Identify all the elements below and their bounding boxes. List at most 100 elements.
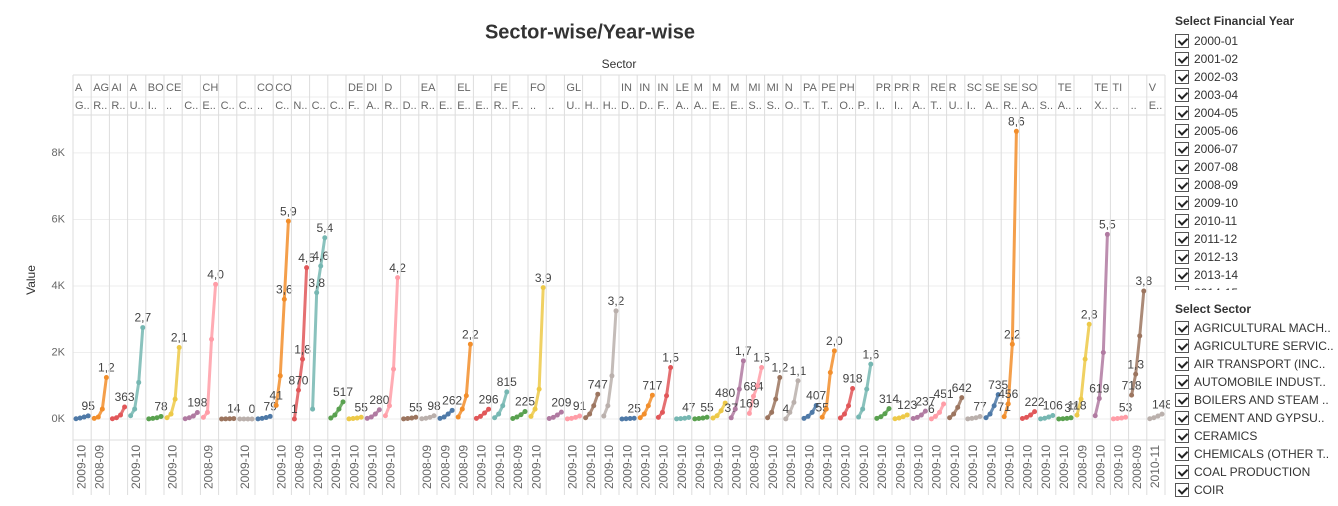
value-label: 815 [497,375,517,389]
option-label: 2013-14 [1194,268,1239,282]
filter-option[interactable]: 2002-03 [1175,68,1335,86]
filter-option[interactable]: AUTOMOBILE INDUST.. [1175,373,1335,391]
pane-header: SE [985,82,1000,94]
point [951,411,957,417]
point [904,412,910,418]
checkbox[interactable] [1175,178,1189,192]
checkbox[interactable] [1175,375,1189,389]
filter-option[interactable]: 2011-12 [1175,230,1335,248]
checkbox[interactable] [1175,447,1189,461]
filter-option[interactable]: 2009-10 [1175,194,1335,212]
checkbox[interactable] [1175,357,1189,371]
pane-header: A [130,82,138,94]
filter-option[interactable]: 2014-15 [1175,284,1335,290]
filter-title: Select Sector [1175,302,1252,316]
point [401,416,407,422]
checkbox[interactable] [1175,196,1189,210]
pane-subheader: U.. [949,100,963,112]
checkbox[interactable] [1175,393,1189,407]
checkbox[interactable] [1175,52,1189,66]
x-tick-label: 2009-10 [238,445,252,489]
point [755,383,761,389]
checkbox[interactable] [1175,465,1189,479]
value-label: 198 [187,396,207,410]
point [496,411,502,417]
filter-option[interactable]: AGRICULTURAL MACH.. [1175,319,1335,337]
x-tick-label: 2009-10 [347,445,361,489]
checkbox[interactable] [1175,214,1189,228]
filter-option[interactable]: 2010-11 [1175,212,1335,230]
checkbox[interactable] [1175,250,1189,264]
filter-option[interactable]: AGRICULTURE SERVIC.. [1175,337,1335,355]
filter-option[interactable]: CERAMICS [1175,427,1335,445]
point [168,411,174,417]
point [328,415,334,421]
value-label: 209 [551,395,571,409]
filter-option[interactable]: CEMENT AND GYPSU.. [1175,409,1335,427]
filter-option[interactable]: 2008-09 [1175,176,1335,194]
checkbox[interactable] [1175,321,1189,335]
filter-option[interactable]: COAL PRODUCTION [1175,463,1335,481]
option-label: CEMENT AND GYPSU.. [1194,411,1325,425]
checkbox[interactable] [1175,429,1189,443]
pane-subheader: E.. [1149,100,1162,112]
checkbox[interactable] [1175,70,1189,84]
checkbox[interactable] [1175,142,1189,156]
point [1023,414,1029,420]
point [376,407,382,413]
checkbox[interactable] [1175,411,1189,425]
checkbox[interactable] [1175,268,1189,282]
point [281,296,287,302]
filter-option[interactable]: 2013-14 [1175,266,1335,284]
value-label: 55 [355,400,369,414]
pane-subheader: E.. [712,100,725,112]
point [746,410,752,416]
point [987,411,993,417]
pane-header: IN [657,82,668,94]
filter-option[interactable]: 2000-01 [1175,32,1335,50]
checkbox[interactable] [1175,160,1189,174]
filter-option[interactable]: 2001-02 [1175,50,1335,68]
point [154,415,160,421]
checkbox[interactable] [1175,483,1189,497]
filter-option[interactable]: 2004-05 [1175,104,1335,122]
checkbox[interactable] [1175,339,1189,353]
pane-subheader: S.. [748,100,761,112]
x-tick-label: 2008-09 [420,445,434,489]
point [1147,416,1153,422]
pane-header: R [912,82,920,94]
pane-subheader: C.. [184,100,198,112]
point [85,413,91,419]
point [850,386,856,392]
checkbox[interactable] [1175,124,1189,138]
value-label: 25 [628,401,642,415]
filter-option[interactable]: 2012-13 [1175,248,1335,266]
line [820,350,836,418]
filter-option[interactable]: COIR [1175,481,1335,499]
point [678,416,684,422]
filter-option[interactable]: BOILERS AND STEAM .. [1175,391,1335,409]
value-label: 735 [988,378,1008,392]
filter-option[interactable]: CHEMICALS (OTHER T.. [1175,445,1335,463]
point [1078,396,1084,402]
checkbox[interactable] [1175,232,1189,246]
point [973,415,979,421]
point [164,415,170,421]
filter-option[interactable]: 2006-07 [1175,140,1335,158]
filter-option[interactable]: AIR TRANSPORT (INC.. [1175,355,1335,373]
point [718,408,724,414]
point [364,415,370,421]
filter-option[interactable]: 2007-08 [1175,158,1335,176]
checkbox[interactable] [1175,286,1189,290]
checkbox[interactable] [1175,34,1189,48]
pane-subheader: I.. [894,100,903,112]
option-label: AGRICULTURE SERVIC.. [1194,339,1334,353]
point [795,378,801,384]
filter-option[interactable]: 2003-04 [1175,86,1335,104]
filter-option[interactable]: 2005-06 [1175,122,1335,140]
checkbox[interactable] [1175,106,1189,120]
filter-list: AGRICULTURAL MACH.. AGRICULTURE SERVIC.. A… [1175,319,1335,506]
point [1005,401,1011,407]
checkbox[interactable] [1175,88,1189,102]
point [1042,415,1048,421]
